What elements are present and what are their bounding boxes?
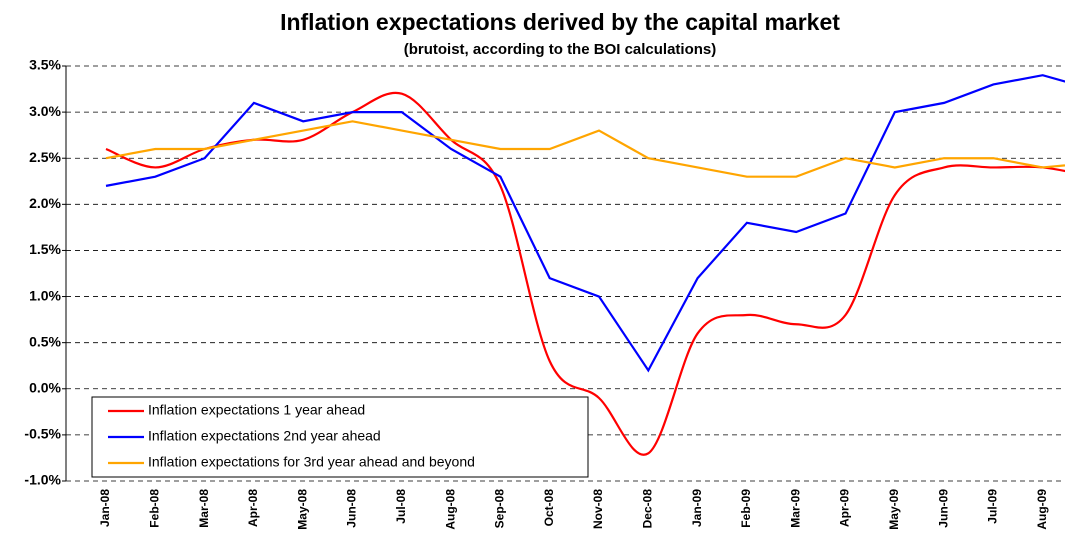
- y-tick-label: 2.5%: [29, 149, 61, 165]
- x-tick-label: Aug-08: [443, 489, 457, 530]
- legend-label: Inflation expectations for 3rd year ahea…: [148, 454, 475, 470]
- y-tick-label: 3.0%: [29, 103, 61, 119]
- x-tick-label: Jun-08: [345, 489, 359, 528]
- y-tick-label: -1.0%: [24, 472, 61, 488]
- x-tick-label: Jul-08: [394, 489, 408, 524]
- y-tick-label: 2.0%: [29, 195, 61, 211]
- x-tick-label: Jul-09: [986, 489, 1000, 524]
- series-line: [105, 74, 1065, 373]
- x-tick-label: Jan-08: [98, 489, 112, 527]
- chart-subtitle: (brutoist, according to the BOI calculat…: [404, 41, 717, 58]
- legend-label: Inflation expectations 1 year ahead: [148, 402, 365, 418]
- x-tick-label: Feb-09: [739, 489, 753, 528]
- y-tick-label: 1.5%: [29, 241, 61, 257]
- x-tick-label: May-09: [887, 489, 901, 530]
- x-tick-label: Feb-08: [147, 489, 161, 528]
- chart-title: Inflation expectations derived by the ca…: [280, 9, 840, 35]
- x-tick-label: Mar-08: [197, 489, 211, 528]
- y-tick-label: 1.0%: [29, 287, 61, 303]
- y-tick-label: 0.0%: [29, 379, 61, 395]
- x-tick-label: Sep-08: [493, 489, 507, 529]
- x-tick-label: Apr-09: [838, 489, 852, 527]
- legend-label: Inflation expectations 2nd year ahead: [148, 428, 381, 444]
- x-tick-label: Jun-09: [936, 489, 950, 528]
- x-tick-label: Mar-09: [788, 489, 802, 528]
- x-tick-label: Aug-09: [1035, 489, 1049, 530]
- x-tick-label: Dec-08: [640, 489, 654, 529]
- x-tick-label: Oct-08: [542, 489, 556, 527]
- x-tick-label: Jan-09: [690, 489, 704, 527]
- x-tick-label: Nov-08: [591, 489, 605, 529]
- x-tick-label: Apr-08: [246, 489, 260, 527]
- y-tick-label: 3.5%: [29, 57, 61, 73]
- x-tick-label: May-08: [295, 489, 309, 530]
- legend-box: [91, 396, 589, 478]
- y-tick-label: 0.5%: [29, 333, 61, 349]
- series-line: [105, 91, 1065, 456]
- y-tick-label: -0.5%: [24, 426, 61, 442]
- series-line: [105, 120, 1065, 178]
